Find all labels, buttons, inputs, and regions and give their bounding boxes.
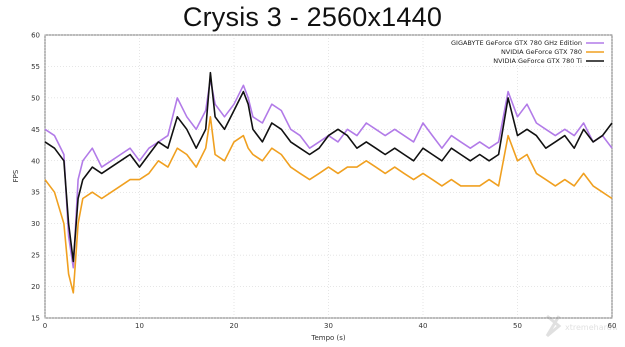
x-tick-label: 30 [324,322,333,330]
watermark-text: xtremehardware [565,323,617,332]
x-tick-labels: 0 10 20 30 40 50 60 [43,322,617,330]
y-tick-label: 25 [31,252,40,260]
x-tick-label: 60 [608,322,617,330]
y-tick-label: 35 [31,189,40,197]
x-tick-label: 40 [419,322,428,330]
x-tick-label: 0 [43,322,47,330]
series-line-3 [44,71,613,263]
series-line-2 [44,116,613,294]
legend: GIGABYTE GeForce GTX 780 GHz EditionNVID… [451,39,604,65]
legend-label: NVIDIA GeForce GTX 780 Ti [493,57,582,65]
y-tick-label: 30 [31,220,40,228]
y-axis-label: FPS [12,169,20,182]
legend-label: NVIDIA GeForce GTX 780 [501,48,582,56]
series-lines [44,71,613,294]
y-tick-label: 15 [31,315,40,323]
xtremehardware-logo-watermark: xtremehardware [545,314,617,338]
y-tick-label: 45 [31,126,40,134]
y-tick-labels: 15 20 25 30 35 40 45 50 55 60 [31,32,40,323]
y-tick-label: 55 [31,63,40,71]
x-tick-label: 20 [230,322,239,330]
chart-title: Crysis 3 - 2560x1440 [182,2,443,32]
legend-label: GIGABYTE GeForce GTX 780 GHz Edition [451,39,582,47]
x-tick-label: 50 [513,322,522,330]
y-tick-label: 20 [31,283,40,291]
y-tick-label: 50 [31,94,40,102]
series-line-1 [44,78,613,269]
y-tick-label: 60 [31,32,40,40]
x-tick-label: 10 [135,322,144,330]
grid-lines [44,34,613,319]
y-tick-label: 40 [31,157,40,165]
x-axis-label: Tempo (s) [310,334,346,342]
